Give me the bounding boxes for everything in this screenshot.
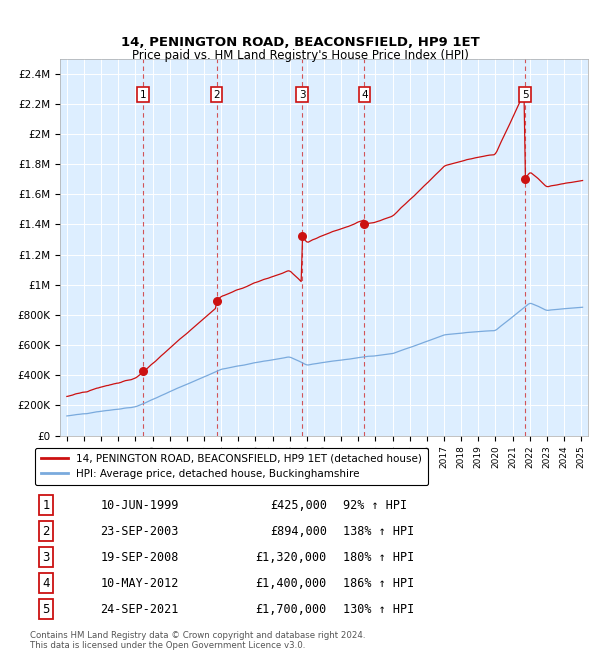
Text: 1: 1 [43, 499, 50, 512]
Text: 2: 2 [43, 525, 50, 538]
Text: 3: 3 [43, 551, 50, 564]
Point [138, 366, 148, 376]
Text: 3: 3 [299, 90, 305, 99]
Text: 10-JUN-1999: 10-JUN-1999 [100, 499, 179, 512]
Text: 2: 2 [213, 90, 220, 99]
Text: 14, PENINGTON ROAD, BEACONSFIELD, HP9 1ET: 14, PENINGTON ROAD, BEACONSFIELD, HP9 1E… [121, 36, 479, 49]
Text: 10-MAY-2012: 10-MAY-2012 [100, 577, 179, 590]
Text: 23-SEP-2003: 23-SEP-2003 [100, 525, 179, 538]
Text: 24-SEP-2021: 24-SEP-2021 [100, 603, 179, 616]
Text: 19-SEP-2008: 19-SEP-2008 [100, 551, 179, 564]
Text: 186% ↑ HPI: 186% ↑ HPI [343, 577, 415, 590]
Text: 130% ↑ HPI: 130% ↑ HPI [343, 603, 415, 616]
Text: £1,320,000: £1,320,000 [256, 551, 327, 564]
Point [359, 219, 369, 229]
Text: Contains HM Land Registry data © Crown copyright and database right 2024.
This d: Contains HM Land Registry data © Crown c… [30, 630, 365, 650]
Point [297, 231, 307, 242]
Text: 4: 4 [43, 577, 50, 590]
Text: 5: 5 [43, 603, 50, 616]
Text: 92% ↑ HPI: 92% ↑ HPI [343, 499, 407, 512]
Text: £425,000: £425,000 [270, 499, 327, 512]
Text: £1,700,000: £1,700,000 [256, 603, 327, 616]
Text: 1: 1 [140, 90, 146, 99]
Text: 180% ↑ HPI: 180% ↑ HPI [343, 551, 415, 564]
Point [212, 296, 221, 306]
Text: 138% ↑ HPI: 138% ↑ HPI [343, 525, 415, 538]
Text: Price paid vs. HM Land Registry's House Price Index (HPI): Price paid vs. HM Land Registry's House … [131, 49, 469, 62]
Point [520, 174, 530, 185]
Text: £894,000: £894,000 [270, 525, 327, 538]
Text: 5: 5 [522, 90, 529, 99]
Text: £1,400,000: £1,400,000 [256, 577, 327, 590]
Text: 4: 4 [361, 90, 368, 99]
Legend: 14, PENINGTON ROAD, BEACONSFIELD, HP9 1ET (detached house), HPI: Average price, : 14, PENINGTON ROAD, BEACONSFIELD, HP9 1E… [35, 447, 428, 486]
